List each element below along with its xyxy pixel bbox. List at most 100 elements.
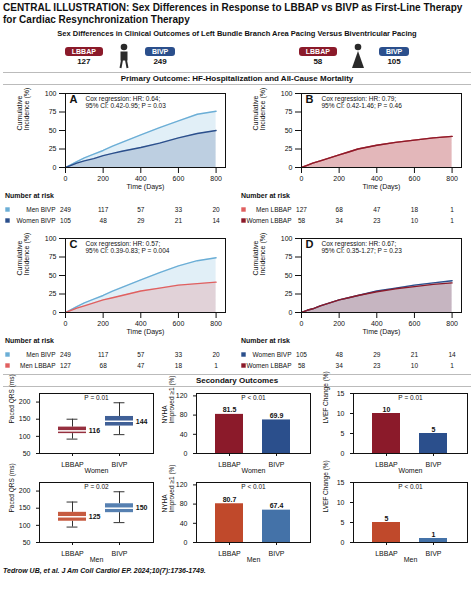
- svg-text:BIVP: BIVP: [269, 461, 285, 468]
- svg-text:125: 125: [89, 513, 101, 520]
- svg-text:105: 105: [296, 351, 307, 358]
- svg-text:LBBAP: LBBAP: [375, 461, 398, 468]
- svg-text:25: 25: [49, 290, 57, 297]
- svg-text:75: 75: [49, 108, 57, 115]
- svg-text:Women LBBAP: Women LBBAP: [246, 362, 291, 369]
- svg-text:0: 0: [53, 309, 57, 316]
- svg-text:400: 400: [135, 175, 147, 182]
- svg-text:10: 10: [383, 406, 391, 413]
- svg-text:18: 18: [175, 362, 183, 369]
- svg-text:120: 120: [176, 392, 188, 399]
- svg-text:67.4: 67.4: [270, 502, 284, 509]
- svg-text:Cox regression: HR: 0.67;95% C: Cox regression: HR: 0.67;95% CI: 0.35-1.…: [322, 240, 403, 254]
- svg-text:47: 47: [137, 362, 145, 369]
- svg-text:47: 47: [373, 206, 381, 213]
- svg-text:Paced QRS (ms): Paced QRS (ms): [8, 463, 16, 512]
- svg-text:29: 29: [373, 351, 381, 358]
- svg-text:50: 50: [23, 539, 31, 546]
- svg-text:50: 50: [285, 272, 293, 279]
- svg-text:Men LBBAP: Men LBBAP: [20, 362, 55, 369]
- svg-text:21: 21: [175, 217, 183, 224]
- svg-text:Men: Men: [90, 556, 104, 563]
- svg-text:57: 57: [137, 351, 145, 358]
- svg-text:117: 117: [98, 351, 109, 358]
- svg-text:29: 29: [137, 217, 145, 224]
- svg-text:Women LBBAP: Women LBBAP: [246, 217, 291, 224]
- svg-text:1: 1: [450, 206, 454, 213]
- svg-text:10: 10: [337, 499, 345, 506]
- svg-text:21: 21: [411, 351, 419, 358]
- svg-text:0: 0: [300, 320, 304, 327]
- svg-text:CumulativeIncidence (%): CumulativeIncidence (%): [16, 233, 31, 276]
- svg-text:Women BIVP: Women BIVP: [17, 217, 56, 224]
- svg-text:5: 5: [432, 426, 436, 433]
- svg-text:5: 5: [385, 515, 389, 522]
- svg-text:69.9: 69.9: [270, 412, 284, 419]
- svg-text:48: 48: [100, 217, 108, 224]
- svg-text:18: 18: [411, 206, 419, 213]
- svg-text:25: 25: [285, 290, 293, 297]
- svg-text:34: 34: [336, 362, 344, 369]
- svg-text:25: 25: [49, 145, 57, 152]
- svg-text:14: 14: [212, 217, 220, 224]
- svg-text:P = 0.01: P = 0.01: [84, 394, 109, 401]
- svg-text:50: 50: [49, 272, 57, 279]
- svg-text:15: 15: [337, 479, 345, 486]
- svg-text:100: 100: [19, 433, 31, 440]
- svg-text:100: 100: [45, 90, 57, 97]
- svg-text:127: 127: [60, 362, 71, 369]
- svg-text:600: 600: [173, 320, 185, 327]
- svg-text:LVEF Change (%): LVEF Change (%): [322, 371, 330, 423]
- svg-text:B: B: [306, 93, 314, 105]
- svg-text:81.5: 81.5: [223, 406, 237, 413]
- svg-text:117: 117: [98, 206, 109, 213]
- svg-text:105: 105: [60, 217, 71, 224]
- svg-text:200: 200: [333, 320, 345, 327]
- svg-text:200: 200: [333, 175, 345, 182]
- svg-text:200: 200: [19, 398, 31, 405]
- svg-text:33: 33: [175, 351, 183, 358]
- svg-text:15: 15: [337, 390, 345, 397]
- svg-text:800: 800: [446, 175, 458, 182]
- svg-text:NYHAImproved ≥1 (%): NYHAImproved ≥1 (%): [161, 376, 176, 424]
- svg-text:LVEF Change (%): LVEF Change (%): [322, 460, 330, 512]
- svg-text:Cox regression: HR: 0.64;95% C: Cox regression: HR: 0.64;95% CI: 0.42-0.…: [86, 95, 167, 109]
- svg-text:P = 0.02: P = 0.02: [84, 483, 109, 490]
- svg-text:BIVP: BIVP: [269, 550, 285, 557]
- svg-text:200: 200: [19, 487, 31, 494]
- svg-text:80.7: 80.7: [223, 496, 237, 503]
- svg-text:800: 800: [446, 320, 458, 327]
- svg-text:40: 40: [180, 520, 188, 527]
- svg-text:0: 0: [64, 320, 68, 327]
- svg-text:0: 0: [289, 309, 293, 316]
- svg-text:0: 0: [184, 450, 188, 457]
- svg-text:BIVP: BIVP: [426, 550, 442, 557]
- svg-text:0: 0: [341, 539, 345, 546]
- svg-text:116: 116: [89, 427, 100, 434]
- svg-text:150: 150: [19, 415, 31, 422]
- svg-text:249: 249: [60, 351, 71, 358]
- svg-text:48: 48: [336, 351, 344, 358]
- svg-text:CumulativeIncidence (%): CumulativeIncidence (%): [252, 233, 267, 276]
- svg-text:Women: Women: [399, 467, 423, 474]
- svg-text:80: 80: [180, 411, 188, 418]
- svg-text:40: 40: [180, 431, 188, 438]
- svg-text:Men BIVP: Men BIVP: [26, 206, 55, 213]
- svg-text:57: 57: [137, 206, 145, 213]
- svg-text:58: 58: [298, 362, 306, 369]
- svg-text:10: 10: [411, 362, 419, 369]
- svg-text:CumulativeIncidence (%): CumulativeIncidence (%): [252, 88, 267, 131]
- svg-text:144: 144: [136, 418, 148, 425]
- svg-text:50: 50: [285, 127, 293, 134]
- svg-text:P < 0.01: P < 0.01: [241, 394, 266, 401]
- svg-text:Men BIVP: Men BIVP: [26, 351, 55, 358]
- svg-text:Men: Men: [247, 556, 261, 563]
- svg-text:20: 20: [212, 206, 220, 213]
- svg-text:150: 150: [19, 504, 31, 511]
- svg-text:50: 50: [49, 127, 57, 134]
- svg-text:68: 68: [336, 206, 344, 213]
- svg-text:20: 20: [212, 351, 220, 358]
- svg-text:100: 100: [45, 235, 57, 242]
- svg-text:23: 23: [373, 217, 381, 224]
- svg-text:LBBAP: LBBAP: [375, 550, 398, 557]
